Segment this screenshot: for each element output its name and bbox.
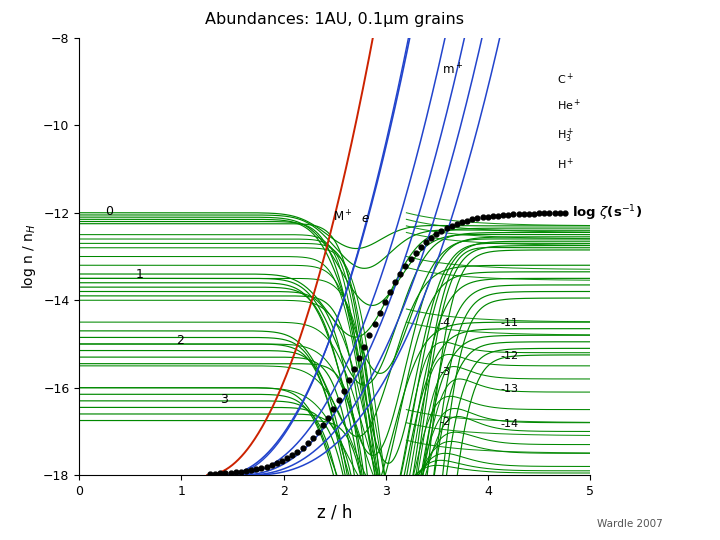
Text: -13: -13 bbox=[500, 384, 518, 394]
Text: 0: 0 bbox=[105, 205, 113, 218]
Title: Abundances: 1AU, 0.1μm grains: Abundances: 1AU, 0.1μm grains bbox=[205, 12, 464, 27]
X-axis label: z / h: z / h bbox=[317, 503, 353, 522]
Text: 2: 2 bbox=[176, 334, 184, 347]
Text: -3: -3 bbox=[439, 367, 450, 376]
Text: 3: 3 bbox=[220, 393, 228, 406]
Text: -12: -12 bbox=[500, 352, 518, 361]
Text: -2: -2 bbox=[439, 417, 450, 427]
Text: 1: 1 bbox=[135, 268, 143, 281]
Text: m$^+$: m$^+$ bbox=[442, 63, 464, 78]
Text: -4: -4 bbox=[439, 319, 450, 328]
Text: He$^+$: He$^+$ bbox=[557, 98, 581, 113]
Text: M$^+$: M$^+$ bbox=[333, 209, 353, 225]
Text: Wardle 2007: Wardle 2007 bbox=[597, 519, 662, 529]
Y-axis label: log n / n$_H$: log n / n$_H$ bbox=[19, 224, 37, 289]
Text: -14: -14 bbox=[500, 419, 518, 429]
Text: C$^+$: C$^+$ bbox=[557, 71, 574, 87]
Text: H$_3^+$: H$_3^+$ bbox=[557, 126, 575, 145]
Text: e: e bbox=[361, 212, 369, 225]
Text: H$^+$: H$^+$ bbox=[557, 157, 575, 172]
Text: log $\zeta$(s$^{-1}$): log $\zeta$(s$^{-1}$) bbox=[572, 203, 642, 223]
Text: -11: -11 bbox=[500, 319, 518, 328]
